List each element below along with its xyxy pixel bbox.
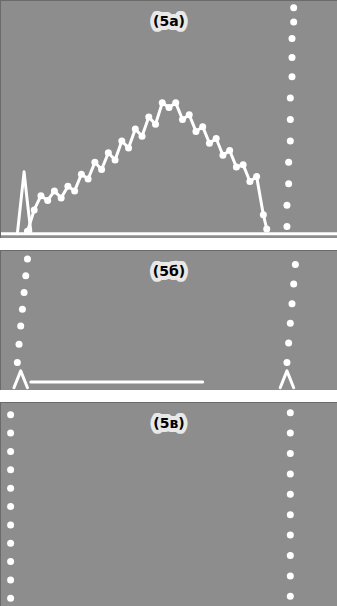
svg-text:(5в): (5в) (153, 415, 184, 431)
svg-text:(5б): (5б) (153, 263, 185, 279)
svg-text:(5а): (5а) (153, 13, 185, 29)
